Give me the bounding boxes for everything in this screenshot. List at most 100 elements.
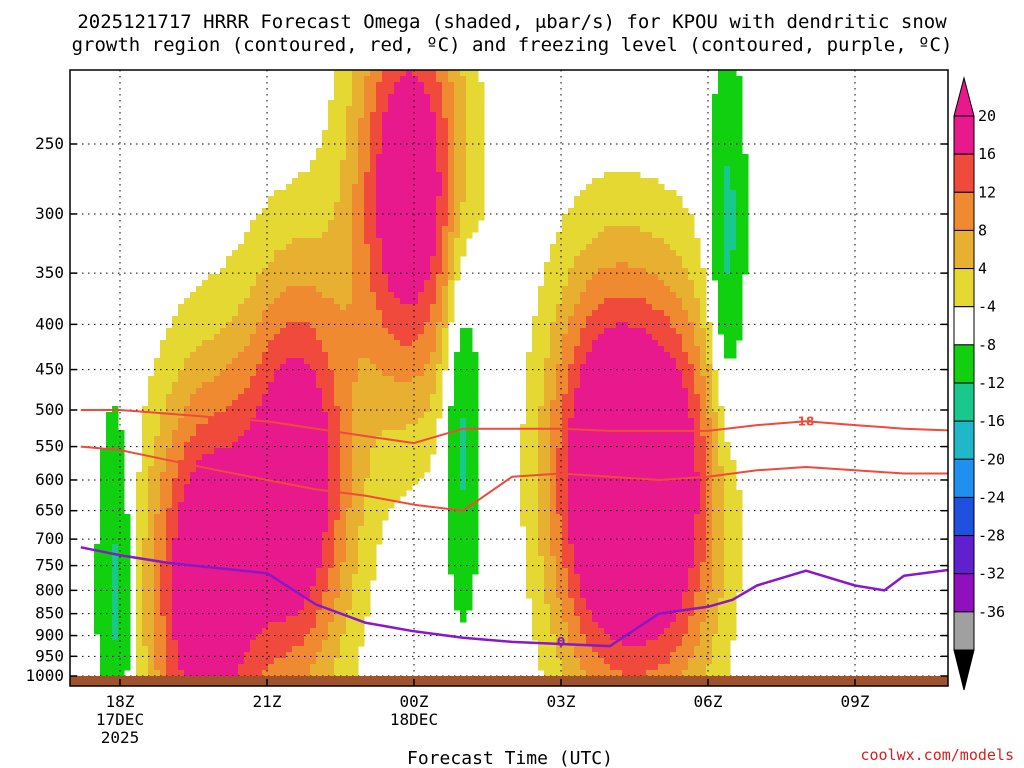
omega-cell	[382, 442, 389, 449]
omega-cell	[472, 142, 479, 149]
omega-cell	[430, 178, 437, 185]
omega-cell	[220, 514, 227, 521]
omega-cell	[310, 502, 317, 509]
omega-cell	[430, 70, 437, 77]
omega-cell	[394, 340, 401, 347]
omega-cell	[256, 520, 263, 527]
omega-cell	[412, 310, 419, 317]
omega-cell	[346, 106, 353, 113]
omega-cell	[442, 238, 449, 245]
omega-cell	[460, 598, 467, 605]
omega-cell	[358, 304, 365, 311]
omega-cell	[292, 394, 299, 401]
omega-cell	[238, 424, 245, 431]
omega-cell	[142, 418, 149, 425]
omega-cell	[532, 406, 539, 413]
omega-cell	[154, 616, 161, 623]
omega-cell	[148, 436, 155, 443]
omega-cell	[274, 568, 281, 575]
omega-cell	[382, 130, 389, 137]
omega-cell	[286, 664, 293, 671]
omega-cell	[244, 352, 251, 359]
omega-cell	[238, 322, 245, 329]
omega-cell	[106, 544, 113, 551]
omega-cell	[220, 400, 227, 407]
omega-cell	[544, 466, 551, 473]
omega-cell	[334, 412, 341, 419]
omega-cell	[382, 478, 389, 485]
omega-cell	[202, 436, 209, 443]
omega-cell	[562, 226, 569, 233]
omega-cell	[562, 550, 569, 557]
omega-cell	[160, 454, 167, 461]
omega-cell	[382, 106, 389, 113]
omega-cell	[94, 574, 101, 581]
omega-cell	[538, 574, 545, 581]
omega-cell	[406, 256, 413, 263]
omega-cell	[376, 406, 383, 413]
omega-cell	[226, 382, 233, 389]
omega-cell	[544, 526, 551, 533]
omega-cell	[568, 286, 575, 293]
omega-cell	[460, 532, 467, 539]
omega-cell	[340, 664, 347, 671]
omega-cell	[454, 184, 461, 191]
omega-cell	[388, 340, 395, 347]
omega-cell	[364, 106, 371, 113]
omega-cell	[526, 388, 533, 395]
omega-cell	[244, 580, 251, 587]
omega-cell	[160, 514, 167, 521]
omega-cell	[268, 592, 275, 599]
omega-cell	[244, 394, 251, 401]
omega-cell	[178, 454, 185, 461]
omega-cell	[100, 568, 107, 575]
omega-cell	[322, 190, 329, 197]
omega-cell	[94, 628, 101, 635]
omega-cell	[310, 382, 317, 389]
omega-cell	[178, 556, 185, 563]
omega-cell	[442, 364, 449, 371]
omega-cell	[118, 454, 125, 461]
omega-cell	[304, 310, 311, 317]
omega-cell	[436, 130, 443, 137]
omega-cell	[376, 472, 383, 479]
omega-cell	[340, 562, 347, 569]
omega-cell	[184, 304, 191, 311]
omega-cell	[544, 310, 551, 317]
omega-cell	[142, 442, 149, 449]
omega-cell	[184, 544, 191, 551]
omega-cell	[202, 310, 209, 317]
omega-cell	[376, 478, 383, 485]
omega-cell	[562, 418, 569, 425]
omega-cell	[226, 490, 233, 497]
omega-cell	[124, 610, 131, 617]
omega-cell	[412, 166, 419, 173]
omega-cell	[556, 658, 563, 665]
omega-cell	[274, 436, 281, 443]
omega-cell	[544, 610, 551, 617]
omega-cell	[274, 622, 281, 629]
omega-cell	[166, 406, 173, 413]
omega-cell	[538, 352, 545, 359]
omega-cell	[268, 448, 275, 455]
omega-cell	[436, 280, 443, 287]
omega-cell	[436, 370, 443, 377]
omega-cell	[202, 616, 209, 623]
omega-cell	[538, 424, 545, 431]
omega-cell	[466, 220, 473, 227]
omega-cell	[148, 388, 155, 395]
omega-cell	[454, 442, 461, 449]
omega-cell	[556, 394, 563, 401]
omega-cell	[562, 454, 569, 461]
omega-cell	[184, 316, 191, 323]
omega-cell	[526, 562, 533, 569]
omega-cell	[214, 604, 221, 611]
omega-cell	[412, 214, 419, 221]
omega-cell	[268, 442, 275, 449]
omega-cell	[328, 298, 335, 305]
omega-cell	[124, 568, 131, 575]
omega-cell	[274, 352, 281, 359]
omega-cell	[208, 652, 215, 659]
omega-cell	[148, 472, 155, 479]
omega-cell	[352, 490, 359, 497]
